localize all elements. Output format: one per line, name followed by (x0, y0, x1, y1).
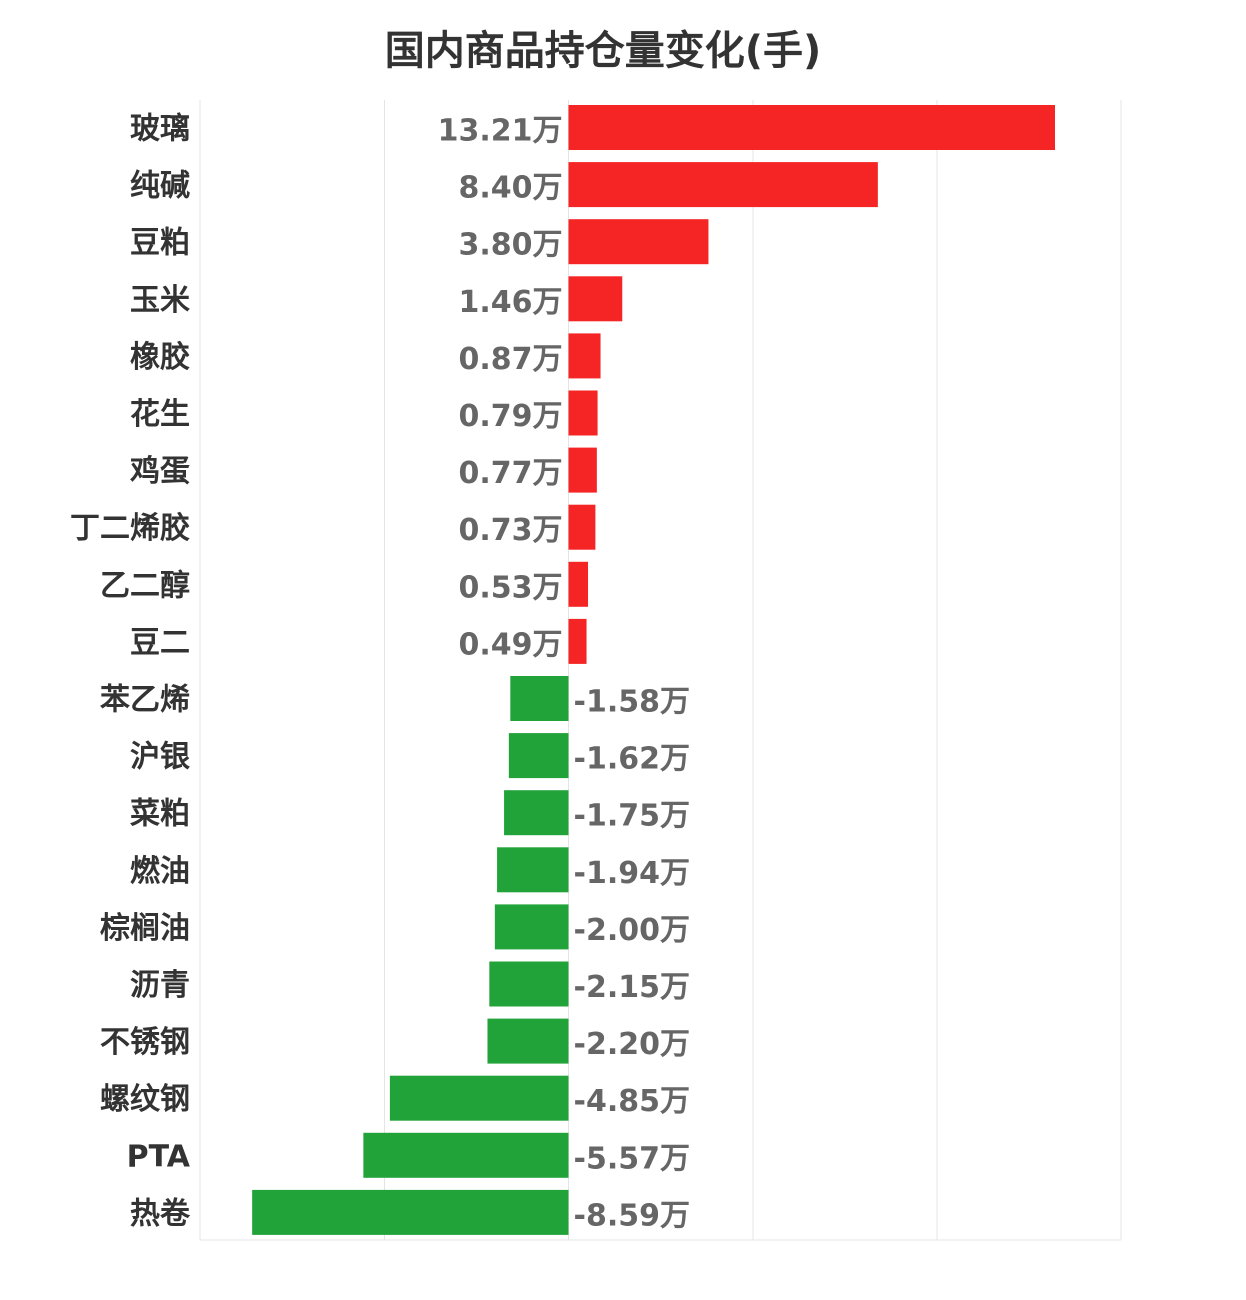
category-label: PTA (127, 1139, 191, 1174)
value-label: -4.85万 (574, 1084, 690, 1119)
bar (489, 961, 569, 1007)
category-label: 菜粕 (130, 797, 190, 832)
category-label: 燃油 (130, 854, 190, 889)
value-label: -1.58万 (574, 685, 690, 720)
value-label: 8.40万 (458, 171, 562, 206)
value-label: -8.59万 (574, 1198, 690, 1233)
category-label: 纯碱 (130, 169, 190, 204)
bar (389, 1075, 569, 1121)
bar (510, 676, 569, 721)
bar (252, 1189, 569, 1235)
category-label: 螺纹钢 (100, 1082, 190, 1117)
bar (568, 504, 596, 550)
value-label: -2.15万 (574, 970, 690, 1005)
category-label: 热卷 (130, 1196, 191, 1231)
value-labels: 13.21万 8.40万 3.80万 1.46万 0.87万 0.79万 0.77万 0.73… (438, 114, 690, 1234)
bar (363, 1132, 569, 1178)
bar (497, 847, 569, 893)
category-label: 棕榈油 (100, 911, 190, 946)
bar (508, 733, 569, 779)
bar (568, 333, 601, 379)
category-label: 沥青 (130, 968, 190, 1003)
bar (568, 447, 597, 493)
value-label: 0.79万 (458, 399, 562, 434)
category-label: 丁二烯胶 (70, 511, 190, 546)
value-label: 0.49万 (458, 627, 562, 662)
value-label: -1.62万 (574, 742, 690, 777)
category-labels: 玻璃纯碱豆粕玉米橡胶花生鸡蛋丁二烯胶乙二醇豆二苯乙烯沪银菜粕燃油棕榈油沥青不锈钢… (70, 112, 191, 1232)
category-label: 豆粕 (130, 226, 190, 261)
bars (252, 105, 1055, 1235)
category-label: 橡胶 (130, 340, 190, 375)
bar (568, 219, 709, 265)
category-label: 玻璃 (130, 112, 190, 147)
value-label: -2.00万 (574, 913, 690, 948)
category-label: 乙二醇 (100, 568, 190, 603)
value-label: -2.20万 (574, 1027, 690, 1062)
bar (494, 904, 569, 950)
bar (568, 390, 598, 436)
category-label: 豆二 (130, 625, 190, 660)
category-label: 沪银 (130, 740, 190, 775)
value-label: -1.75万 (574, 799, 690, 834)
value-label: 0.73万 (458, 513, 562, 548)
value-label: 13.21万 (438, 114, 563, 149)
chart-title: 国内商品持仓量变化(手) (384, 28, 822, 74)
grid-lines (199, 100, 1122, 1241)
value-label: 3.80万 (458, 228, 562, 263)
category-label: 玉米 (130, 283, 190, 318)
bar (568, 618, 587, 664)
bar (568, 276, 623, 322)
value-label: 0.87万 (458, 342, 562, 377)
value-label: -5.57万 (574, 1141, 690, 1176)
value-label: -1.94万 (574, 856, 690, 891)
bar (504, 790, 569, 836)
category-label: 花生 (130, 397, 190, 432)
value-label: 1.46万 (458, 285, 562, 320)
bar (568, 105, 1055, 150)
bar (487, 1018, 569, 1064)
category-label: 鸡蛋 (130, 454, 190, 489)
value-label: 0.53万 (458, 570, 562, 605)
category-label: 不锈钢 (100, 1025, 190, 1060)
bar (568, 561, 589, 607)
value-label: 0.77万 (458, 456, 562, 491)
category-label: 苯乙烯 (100, 683, 190, 718)
bar (568, 162, 878, 208)
